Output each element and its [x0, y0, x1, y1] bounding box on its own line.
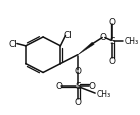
Text: O: O — [88, 81, 95, 90]
Text: O: O — [100, 33, 107, 42]
Text: O: O — [74, 97, 81, 106]
Text: O: O — [74, 67, 81, 76]
Text: S: S — [110, 37, 115, 46]
Polygon shape — [78, 43, 94, 55]
Text: S: S — [75, 81, 81, 90]
Text: Cl: Cl — [64, 31, 73, 40]
Text: O: O — [109, 18, 116, 27]
Text: O: O — [109, 56, 116, 65]
Text: O: O — [55, 81, 62, 90]
Text: CH₃: CH₃ — [96, 89, 110, 98]
Text: Cl: Cl — [8, 40, 17, 49]
Text: CH₃: CH₃ — [124, 37, 139, 46]
